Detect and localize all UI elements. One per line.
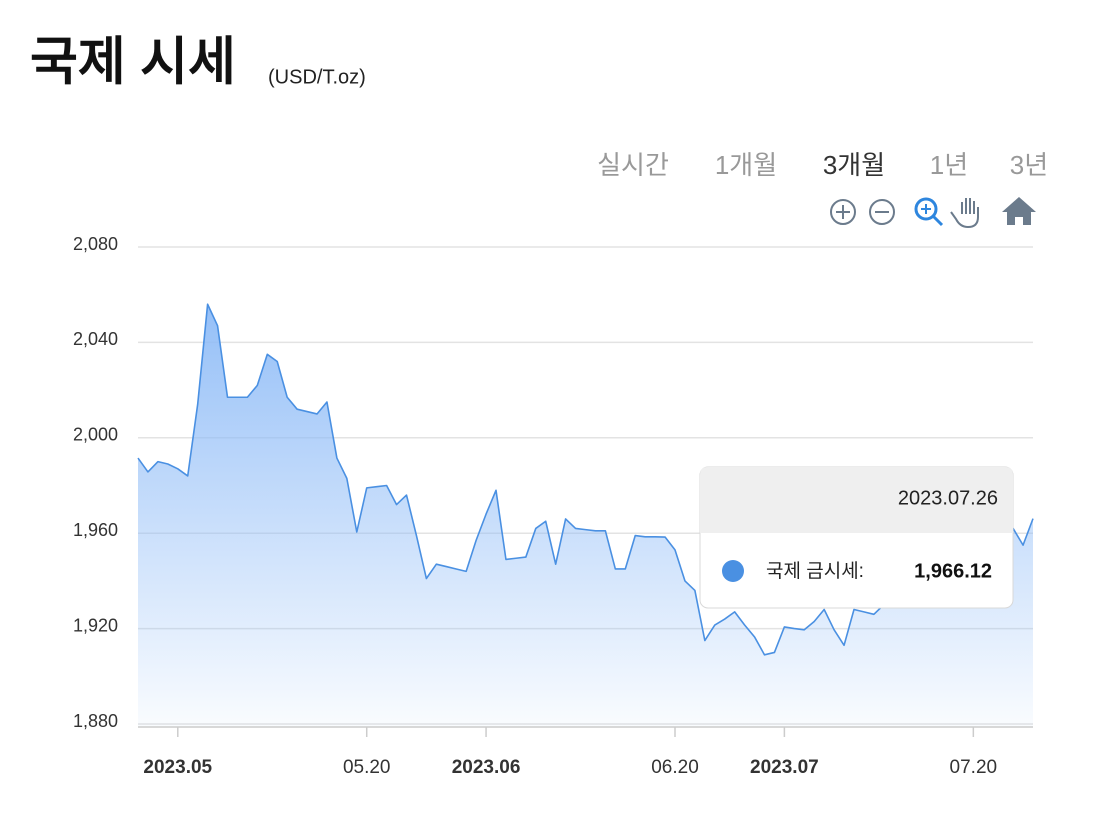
y-tick-label: 2,040 — [73, 329, 118, 349]
y-tick-label: 2,000 — [73, 425, 118, 445]
period-tab[interactable]: 1개월 — [715, 150, 777, 180]
y-tick-label: 2,080 — [73, 234, 118, 254]
zoom-select-button[interactable] — [914, 197, 944, 227]
period-tabs: 실시간 1개월 3개월 1년 3년 — [597, 150, 1048, 180]
tooltip: 2023.07.26 국제 금시세: 1,966.12 — [699, 466, 1014, 609]
tooltip-date: 2023.07.26 — [898, 487, 998, 509]
period-tab[interactable]: 1년 — [930, 150, 968, 180]
y-tick-label: 1,960 — [73, 520, 118, 540]
x-tick-label: 2023.07 — [750, 757, 819, 778]
period-tab[interactable]: 3개월 — [823, 150, 885, 180]
tooltip-label: 국제 금시세: — [766, 560, 864, 582]
x-tick-label: 05.20 — [343, 757, 391, 778]
x-tick-label: 2023.06 — [452, 757, 521, 778]
tooltip-header — [700, 467, 1013, 533]
period-tab[interactable]: 3년 — [1010, 150, 1048, 180]
tooltip-marker — [722, 560, 744, 582]
x-tick-label: 2023.05 — [143, 757, 212, 778]
x-tick-label: 07.20 — [950, 757, 998, 778]
y-tick-label: 1,920 — [73, 615, 118, 635]
y-tick-label: 1,880 — [73, 711, 118, 731]
tooltip-value: 1,966.12 — [914, 560, 992, 582]
page-title: 국제 시세 — [30, 34, 236, 92]
x-tick-label: 06.20 — [651, 757, 699, 778]
zoom-out-button[interactable] — [869, 199, 895, 225]
toolbar — [830, 197, 1036, 229]
zoom-in-button[interactable] — [830, 199, 856, 225]
pan-button[interactable] — [950, 198, 979, 229]
period-tab[interactable]: 실시간 — [597, 150, 669, 180]
area-fill — [138, 304, 1033, 727]
page-subtitle: (USD/T.oz) — [268, 66, 366, 88]
home-button[interactable] — [1002, 197, 1036, 225]
x-axis: 2023.05 05.20 2023.06 06.20 2023.07 07.20 — [138, 726, 1033, 778]
